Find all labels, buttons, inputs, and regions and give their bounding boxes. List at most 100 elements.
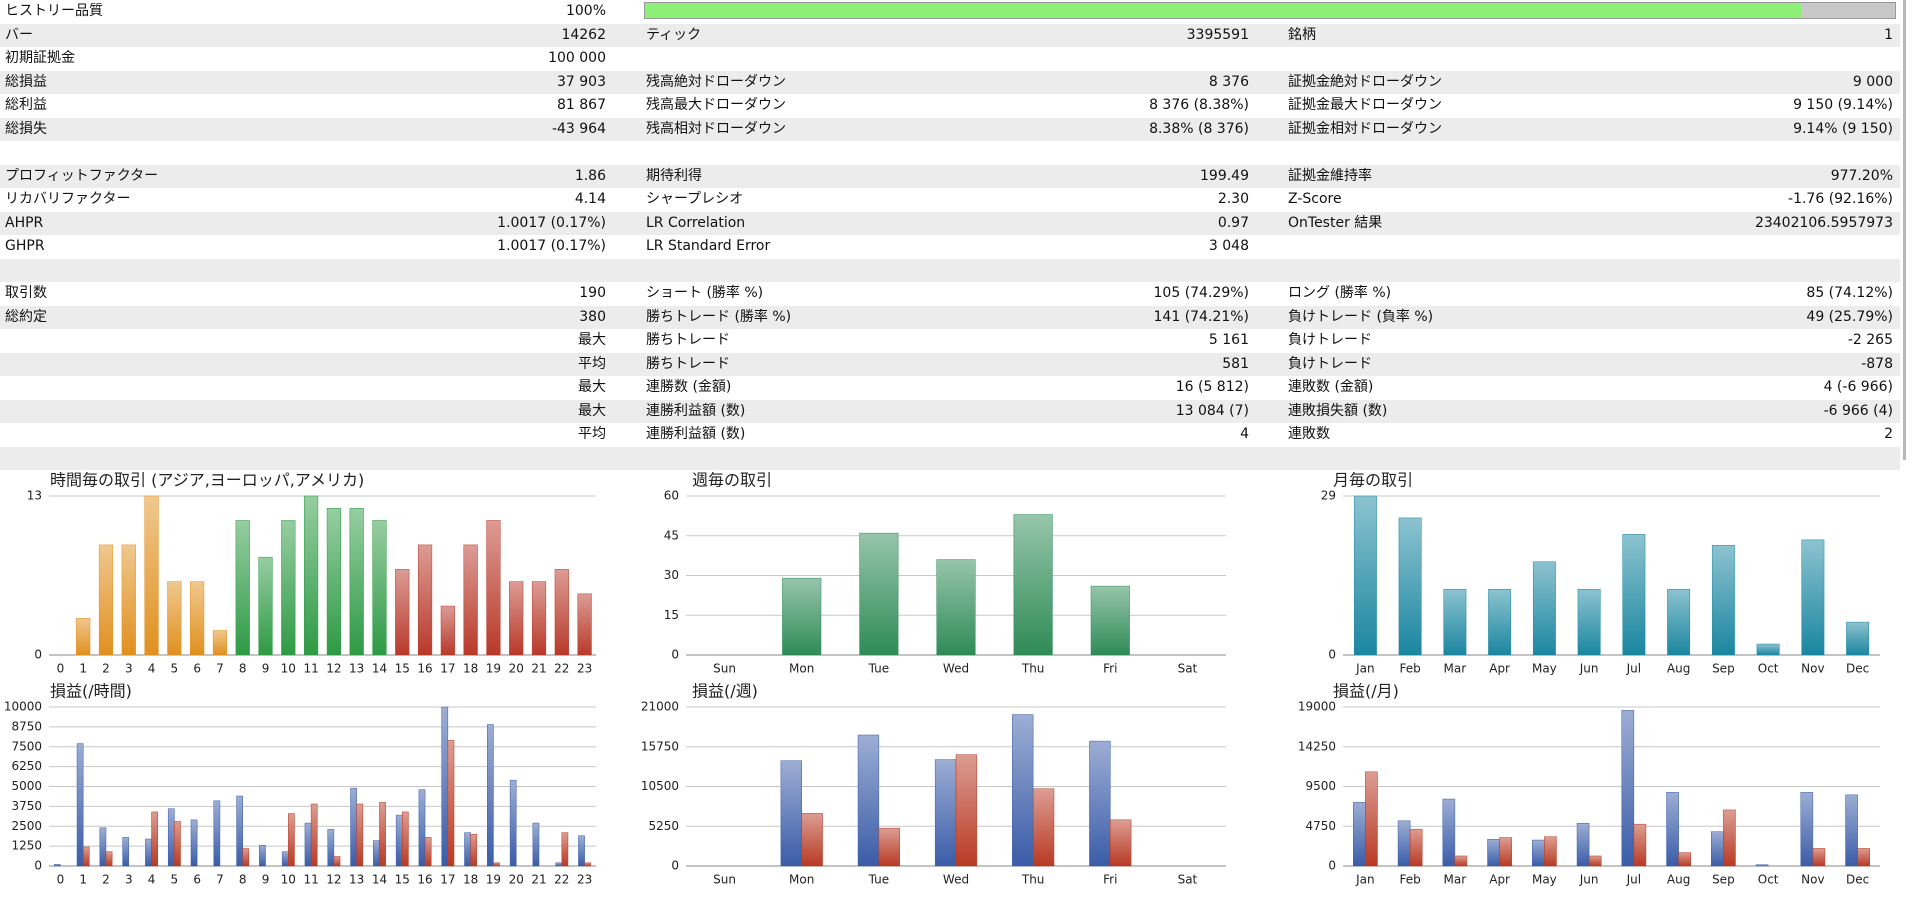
x-tick-label: 9 [262, 662, 270, 676]
x-tick-label: 11 [303, 873, 318, 887]
bar [955, 754, 978, 867]
bar [213, 800, 221, 867]
bar [493, 862, 500, 867]
cell-label: リカバリファクター [5, 191, 131, 207]
bar [561, 832, 569, 867]
x-tick-label: Mon [789, 662, 814, 676]
x-tick-label: 3 [125, 662, 133, 676]
bar [395, 569, 410, 656]
bar [532, 822, 540, 867]
cell-value: 9 000 [1852, 73, 1893, 90]
bar [577, 593, 592, 656]
y-tick-label: 10000 [4, 700, 42, 714]
cell-value: 49 (25.79%) [1806, 308, 1893, 325]
bar [782, 577, 822, 656]
y-tick-label: 30 [664, 568, 679, 582]
cell-label: 初期証拠金 [5, 50, 75, 66]
y-tick-label: 0 [671, 648, 679, 662]
cell-value: -43 964 [551, 120, 606, 137]
x-tick-label: 17 [440, 662, 455, 676]
bar [509, 581, 524, 656]
table-row: 取引数 190 ショート (勝率 %) 105 (74.29%) ロング (勝率 %) 8… [0, 282, 1900, 306]
x-tick-label: 23 [577, 662, 592, 676]
table-row: 最大 連勝利益額 (数) 13 084 (7) 連敗損失額 (数) -6 966 (4) [0, 399, 1900, 423]
bar [212, 630, 228, 656]
x-tick-label: 10 [281, 662, 296, 676]
cell-value: 105 (74.29%) [1153, 285, 1249, 301]
cell-label: GHPR [5, 238, 45, 254]
x-tick-label: Wed [943, 662, 969, 676]
bar [326, 507, 341, 656]
bar [1667, 588, 1691, 656]
bar [333, 856, 341, 867]
y-tick-label: 19000 [1298, 700, 1336, 714]
x-tick-label: May [1532, 662, 1557, 676]
x-tick-label: Oct [1758, 873, 1779, 887]
cell-label: Z-Score [1288, 191, 1342, 207]
bar [349, 507, 364, 656]
bar [310, 803, 318, 867]
x-tick-label: Mar [1444, 873, 1467, 887]
bar [1488, 588, 1512, 656]
x-tick-label: 15 [395, 662, 410, 676]
bar [554, 569, 569, 656]
cell-value: 190 [579, 285, 606, 301]
x-tick-label: Mon [789, 873, 814, 887]
cell-label: 取引数 [5, 285, 47, 301]
bar [1622, 534, 1646, 656]
bar [1487, 838, 1500, 867]
y-tick-label: 21000 [641, 700, 679, 714]
bar [1800, 792, 1814, 867]
cell-value: 81 867 [557, 97, 606, 113]
bar [105, 851, 113, 867]
x-tick-label: Thu [1021, 873, 1045, 887]
x-tick-label: Jun [1579, 662, 1599, 676]
cell-value: 581 [1222, 355, 1249, 372]
y-tick-label: 15 [664, 608, 679, 622]
cell-label: 証拠金相対ドローダウン [1288, 120, 1442, 137]
cell-label: 勝ちトレード [646, 332, 730, 348]
cell-label: 負けトレード [1288, 355, 1372, 372]
cell-label: 連勝数 (金額) [646, 379, 732, 395]
x-tick-label: 6 [193, 662, 201, 676]
bar [1397, 820, 1411, 867]
cell-value: 13 084 (7) [1175, 402, 1249, 419]
x-tick-label: Jan [1355, 662, 1375, 676]
table-row [0, 446, 1900, 470]
x-tick-label: 5 [171, 873, 179, 887]
x-tick-label: 19 [486, 873, 501, 887]
bar [167, 581, 182, 656]
bar [440, 605, 455, 656]
bar [372, 520, 387, 656]
x-tick-label: Dec [1846, 873, 1869, 887]
x-tick-label: 3 [125, 873, 133, 887]
history-quality-fill [645, 3, 1802, 18]
x-tick-label: 2 [102, 662, 110, 676]
x-tick-label: 11 [303, 662, 318, 676]
cell-value: 1.86 [574, 167, 606, 184]
cell-value: 平均 [578, 426, 606, 442]
bar [464, 832, 471, 867]
x-tick-label: 2 [102, 873, 110, 887]
bar [1365, 771, 1378, 867]
bar [1532, 839, 1545, 867]
bar [1544, 836, 1557, 867]
x-tick-label: 22 [554, 873, 569, 887]
bar [327, 829, 335, 867]
bar [1588, 855, 1602, 867]
bar [555, 862, 563, 867]
bar [242, 848, 250, 867]
bar [1846, 621, 1870, 656]
chart-title: 週毎の取引 [692, 471, 772, 490]
bar [470, 833, 478, 867]
y-tick-label: 0 [34, 859, 42, 873]
cell-value: 最大 [578, 379, 606, 395]
bar [190, 581, 205, 656]
bar [350, 787, 357, 867]
x-tick-label: 17 [440, 873, 455, 887]
cell-label: 負けトレード [1288, 332, 1372, 348]
bar [463, 544, 478, 656]
y-tick-label: 15750 [641, 739, 679, 753]
cell-value: 4.14 [574, 191, 606, 207]
cell-label: AHPR [5, 214, 44, 231]
